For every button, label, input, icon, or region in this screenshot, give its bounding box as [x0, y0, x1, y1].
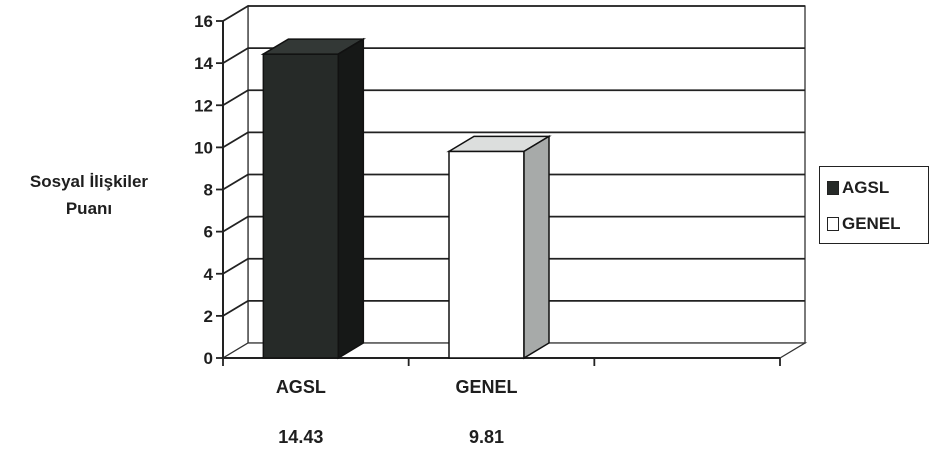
gridline — [222, 257, 805, 275]
y-axis-ticks: 0 2 4 6 8 10 12 14 16 — [194, 12, 223, 368]
value-labels: 14.43 9.81 — [278, 427, 504, 447]
gridline — [222, 299, 805, 317]
y-tick-label: 12 — [194, 96, 213, 115]
legend-label-agsl: AGSL — [842, 178, 890, 197]
bar-agsl — [260, 37, 367, 360]
y-tick-label: 2 — [204, 307, 213, 326]
y-tick-label: 8 — [204, 181, 213, 200]
y-axis-label: Sosyal İlişkiler Puanı — [4, 168, 174, 222]
gridline — [222, 131, 805, 149]
y-tick-label: 14 — [194, 54, 213, 73]
y-tick-label: 16 — [194, 12, 213, 31]
legend: AGSL GENEL — [819, 166, 929, 244]
y-axis-label-line-2: Puanı — [65, 199, 113, 218]
gridlines — [222, 5, 805, 317]
gridline — [222, 173, 805, 191]
y-tick-label: 4 — [204, 265, 214, 284]
gridline — [222, 47, 805, 64]
legend-item-agsl: AGSL — [827, 178, 889, 198]
y-tick-label: 0 — [204, 349, 213, 368]
y-axis-label-line-1: Sosyal İlişkiler — [29, 172, 149, 191]
y-tick-label: 10 — [194, 138, 213, 157]
legend-swatch-genel — [827, 217, 839, 231]
bar-side — [337, 37, 365, 360]
bars — [260, 37, 552, 360]
bar-side — [523, 135, 550, 360]
legend-label-genel: GENEL — [842, 214, 901, 233]
gridline — [222, 5, 805, 22]
value-label-genel: 9.81 — [469, 427, 504, 447]
legend-swatch-agsl — [827, 181, 839, 195]
y-tick-label: 6 — [204, 223, 213, 242]
bar-genel — [446, 135, 552, 360]
category-label-genel: GENEL — [455, 377, 517, 397]
bar-front — [262, 53, 340, 359]
category-label-agsl: AGSL — [276, 377, 326, 397]
gridline — [222, 215, 805, 233]
value-label-agsl: 14.43 — [278, 427, 323, 447]
category-labels: AGSL GENEL — [276, 377, 518, 397]
bar-front — [448, 150, 525, 359]
legend-item-genel: GENEL — [827, 214, 901, 234]
gridline — [222, 89, 805, 107]
